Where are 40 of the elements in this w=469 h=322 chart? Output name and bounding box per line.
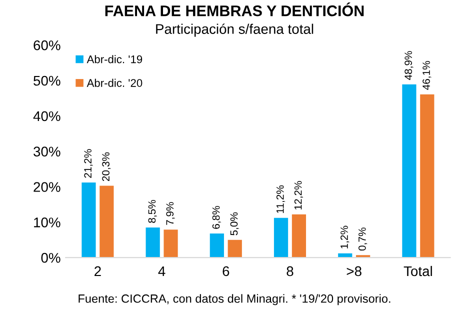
x-tick-label: Total [404,266,432,276]
data-label: 8,5% [148,200,157,223]
bar [210,234,224,258]
x-tick-label: 8 [286,266,294,276]
data-label: 21,2% [84,149,93,178]
y-tick-label: 50% [34,76,60,86]
bar [164,230,178,258]
x-tick-label: >8 [346,266,362,276]
bar [82,182,96,258]
y-tick-label: 40% [33,111,60,122]
data-label: 12,2% [294,181,303,210]
data-label: 7,9% [166,202,175,225]
data-label: 11,2% [276,185,286,213]
data-label: 1,2% [340,226,350,248]
y-tick-label: 0% [41,252,60,263]
y-tick-label: 10% [34,218,60,228]
bar [228,240,242,258]
data-label: 48,9% [404,51,414,80]
bar [100,186,114,258]
data-label: 46,1% [422,60,432,90]
chart-title: FAENA DE HEMBRAS Y DENTICIÓN [105,2,364,16]
y-tick-label: 60% [34,40,60,50]
data-label: 0,7% [358,228,368,251]
legend-label: Abr-dic. '20 [86,78,142,87]
x-tick-label: 6 [222,266,230,276]
source-note: Fuente: CICCRA, con datos del Minagri. * '19/'20 provisorio. [78,294,390,306]
bar [402,84,416,258]
bar [420,94,434,258]
data-label: 6,8% [212,206,221,229]
bar [146,227,160,258]
bar [292,214,306,258]
x-tick-label: 2 [94,266,101,276]
data-label: 20,3% [102,152,111,182]
x-tick-label: 4 [158,266,166,276]
y-tick-label: 30% [34,146,60,157]
bar [274,218,288,258]
chart-subtitle: Participación s/faena total [156,24,314,37]
data-label: 5,0% [230,212,239,236]
y-tick-label: 20% [34,182,60,192]
legend-label: Abr-dic. '19 [86,55,142,64]
